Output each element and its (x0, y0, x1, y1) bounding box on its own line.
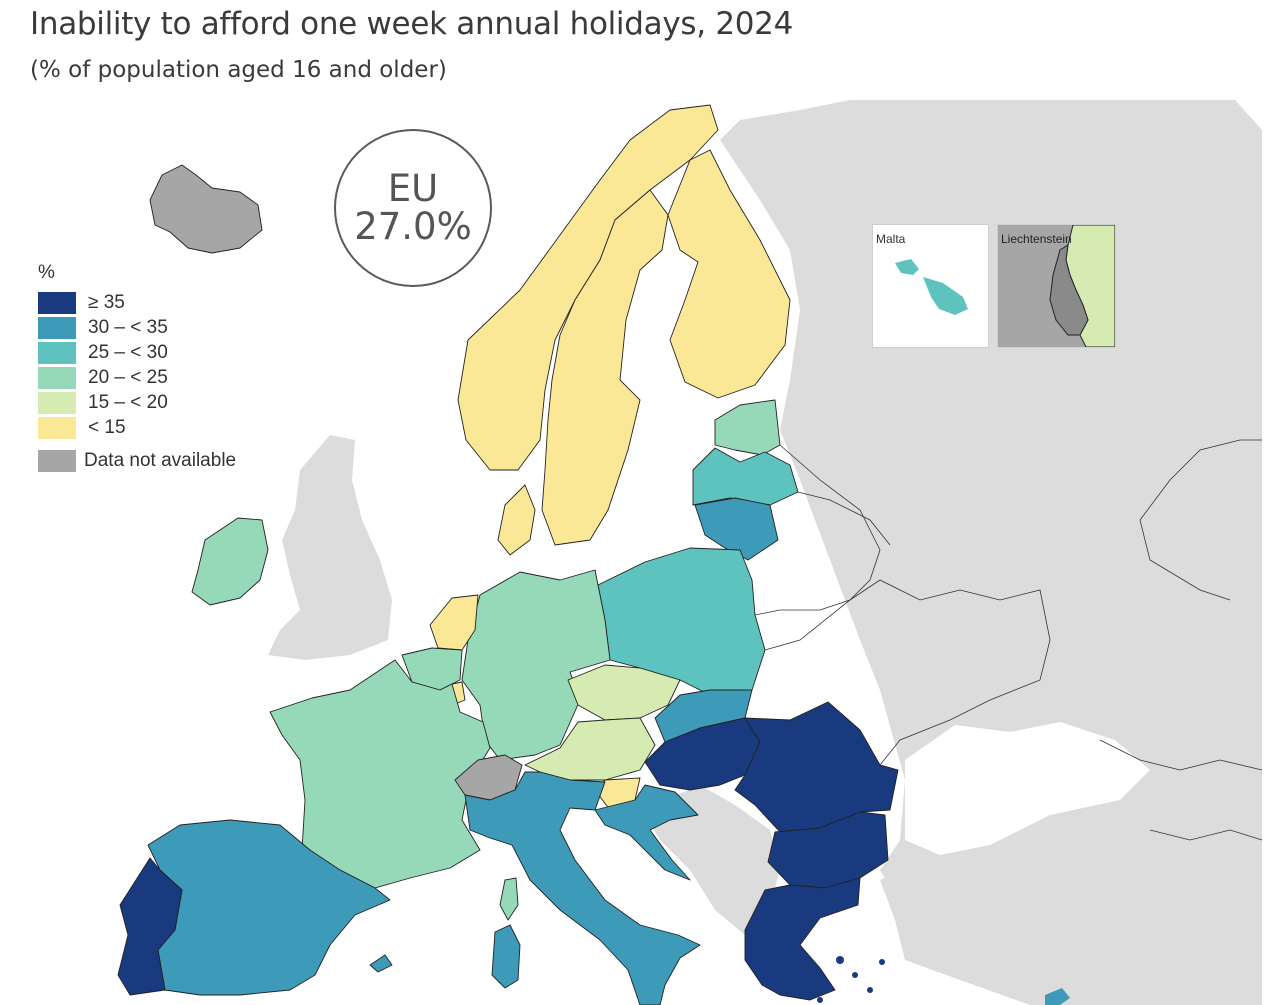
legend-swatch (38, 391, 76, 414)
region-italy (464, 771, 701, 1005)
region-poland (597, 547, 766, 696)
non-eu-landmass-turkey (880, 850, 1262, 1005)
region-czechia (567, 664, 681, 721)
non-eu-borders (754, 439, 1263, 841)
region-croatia (594, 784, 699, 881)
map-subtitle: (% of population aged 16 and older) (30, 57, 447, 83)
legend-label: 30 – < 35 (88, 316, 168, 338)
legend-item: ≥ 35 (38, 290, 236, 315)
region-ireland (191, 517, 269, 606)
legend-rows: ≥ 35 30 – < 35 25 – < 30 20 – < 25 15 – < 20… (38, 290, 236, 440)
legend-swatch (38, 416, 76, 439)
black-sea (905, 722, 1150, 855)
greek-islands (817, 956, 885, 1003)
non-eu-landmass-balkans (642, 785, 780, 935)
eu-value: 27.0% (354, 205, 472, 248)
legend-item-not-available: Data not available (38, 448, 236, 473)
map-title: Inability to afford one week annual holi… (30, 6, 794, 42)
liechtenstein-shape (1049, 225, 1115, 347)
region-sardinia (491, 924, 521, 989)
region-greece (744, 877, 861, 1001)
region-denmark (497, 484, 536, 556)
legend-title: % (38, 262, 55, 283)
legend-item: 25 – < 30 (38, 340, 236, 365)
gulf-of-bothnia (620, 250, 698, 400)
legend-swatch (38, 316, 76, 339)
region-iceland (149, 164, 263, 254)
region-bulgaria (767, 811, 889, 889)
region-switzerland-inset (1049, 244, 1089, 336)
legend-label: 25 – < 30 (88, 341, 168, 363)
region-latvia (692, 447, 799, 506)
region-malta-inset (895, 259, 968, 315)
region-estonia (714, 399, 781, 456)
region-corsica (499, 877, 519, 921)
legend-label: 15 – < 20 (88, 391, 168, 413)
legend-swatch (38, 366, 76, 389)
region-cyprus-partial (1045, 988, 1070, 1005)
inset-malta-label: Malta (876, 232, 906, 246)
eu-average-badge: EU 27.0% (334, 129, 492, 287)
region-romania (734, 701, 899, 833)
legend-swatch (38, 341, 76, 364)
legend-item: 20 – < 25 (38, 365, 236, 390)
legend-swatch-not-available (38, 449, 76, 472)
baltic-sea (640, 380, 775, 540)
region-portugal (117, 857, 183, 996)
legend-item: < 15 (38, 415, 236, 440)
region-sweden (541, 189, 669, 546)
malta-shape (895, 259, 968, 315)
region-finland (667, 149, 791, 399)
legend-label: < 15 (88, 416, 126, 438)
inset-liechtenstein: Liechtenstein (997, 224, 1116, 348)
eu-label: EU (387, 167, 439, 210)
legend-label: 20 – < 25 (88, 366, 168, 388)
legend-label-not-available: Data not available (84, 449, 237, 471)
non-eu-landmass-uk (268, 435, 392, 660)
region-lithuania (694, 497, 779, 561)
inset-malta: Malta (872, 224, 989, 348)
legend-item: 15 – < 20 (38, 390, 236, 415)
legend-item: 30 – < 35 (38, 315, 236, 340)
legend-label: ≥ 35 (88, 291, 125, 313)
legend-swatch (38, 291, 76, 314)
inset-liechtenstein-label: Liechtenstein (1001, 232, 1072, 246)
region-balearic (369, 954, 393, 973)
legend: % ≥ 35 30 – < 35 25 – < 30 20 – < 25 15 – < … (38, 262, 236, 473)
